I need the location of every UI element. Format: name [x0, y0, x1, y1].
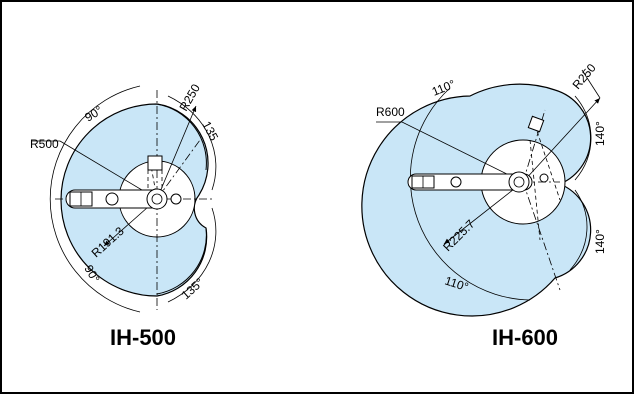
ih-500-diagram: R500 R250 R191.3 90° 90° 135 135° IH-500: [30, 81, 221, 350]
ih-500-r-outer-label: R500: [30, 137, 59, 151]
ih-600-r-outer-label: R600: [376, 105, 405, 119]
ih-500-r-arm-label: R250: [176, 81, 203, 113]
ih-600-angle-top-right-label: 140°: [593, 121, 607, 146]
ih-600-r-arm-label: R250: [570, 61, 599, 92]
ih-500-title: IH-500: [110, 325, 176, 350]
ih-600-title: IH-600: [492, 325, 558, 350]
ih-600-arm: [407, 173, 533, 191]
ih-600-diagram: R600 R250 R225.7 110° 110° 140° 140° IH-…: [361, 61, 607, 350]
ih-600-angle-bottom-right-label: 140°: [593, 229, 607, 254]
ih-600-angle-top-label: 110°: [430, 77, 458, 99]
